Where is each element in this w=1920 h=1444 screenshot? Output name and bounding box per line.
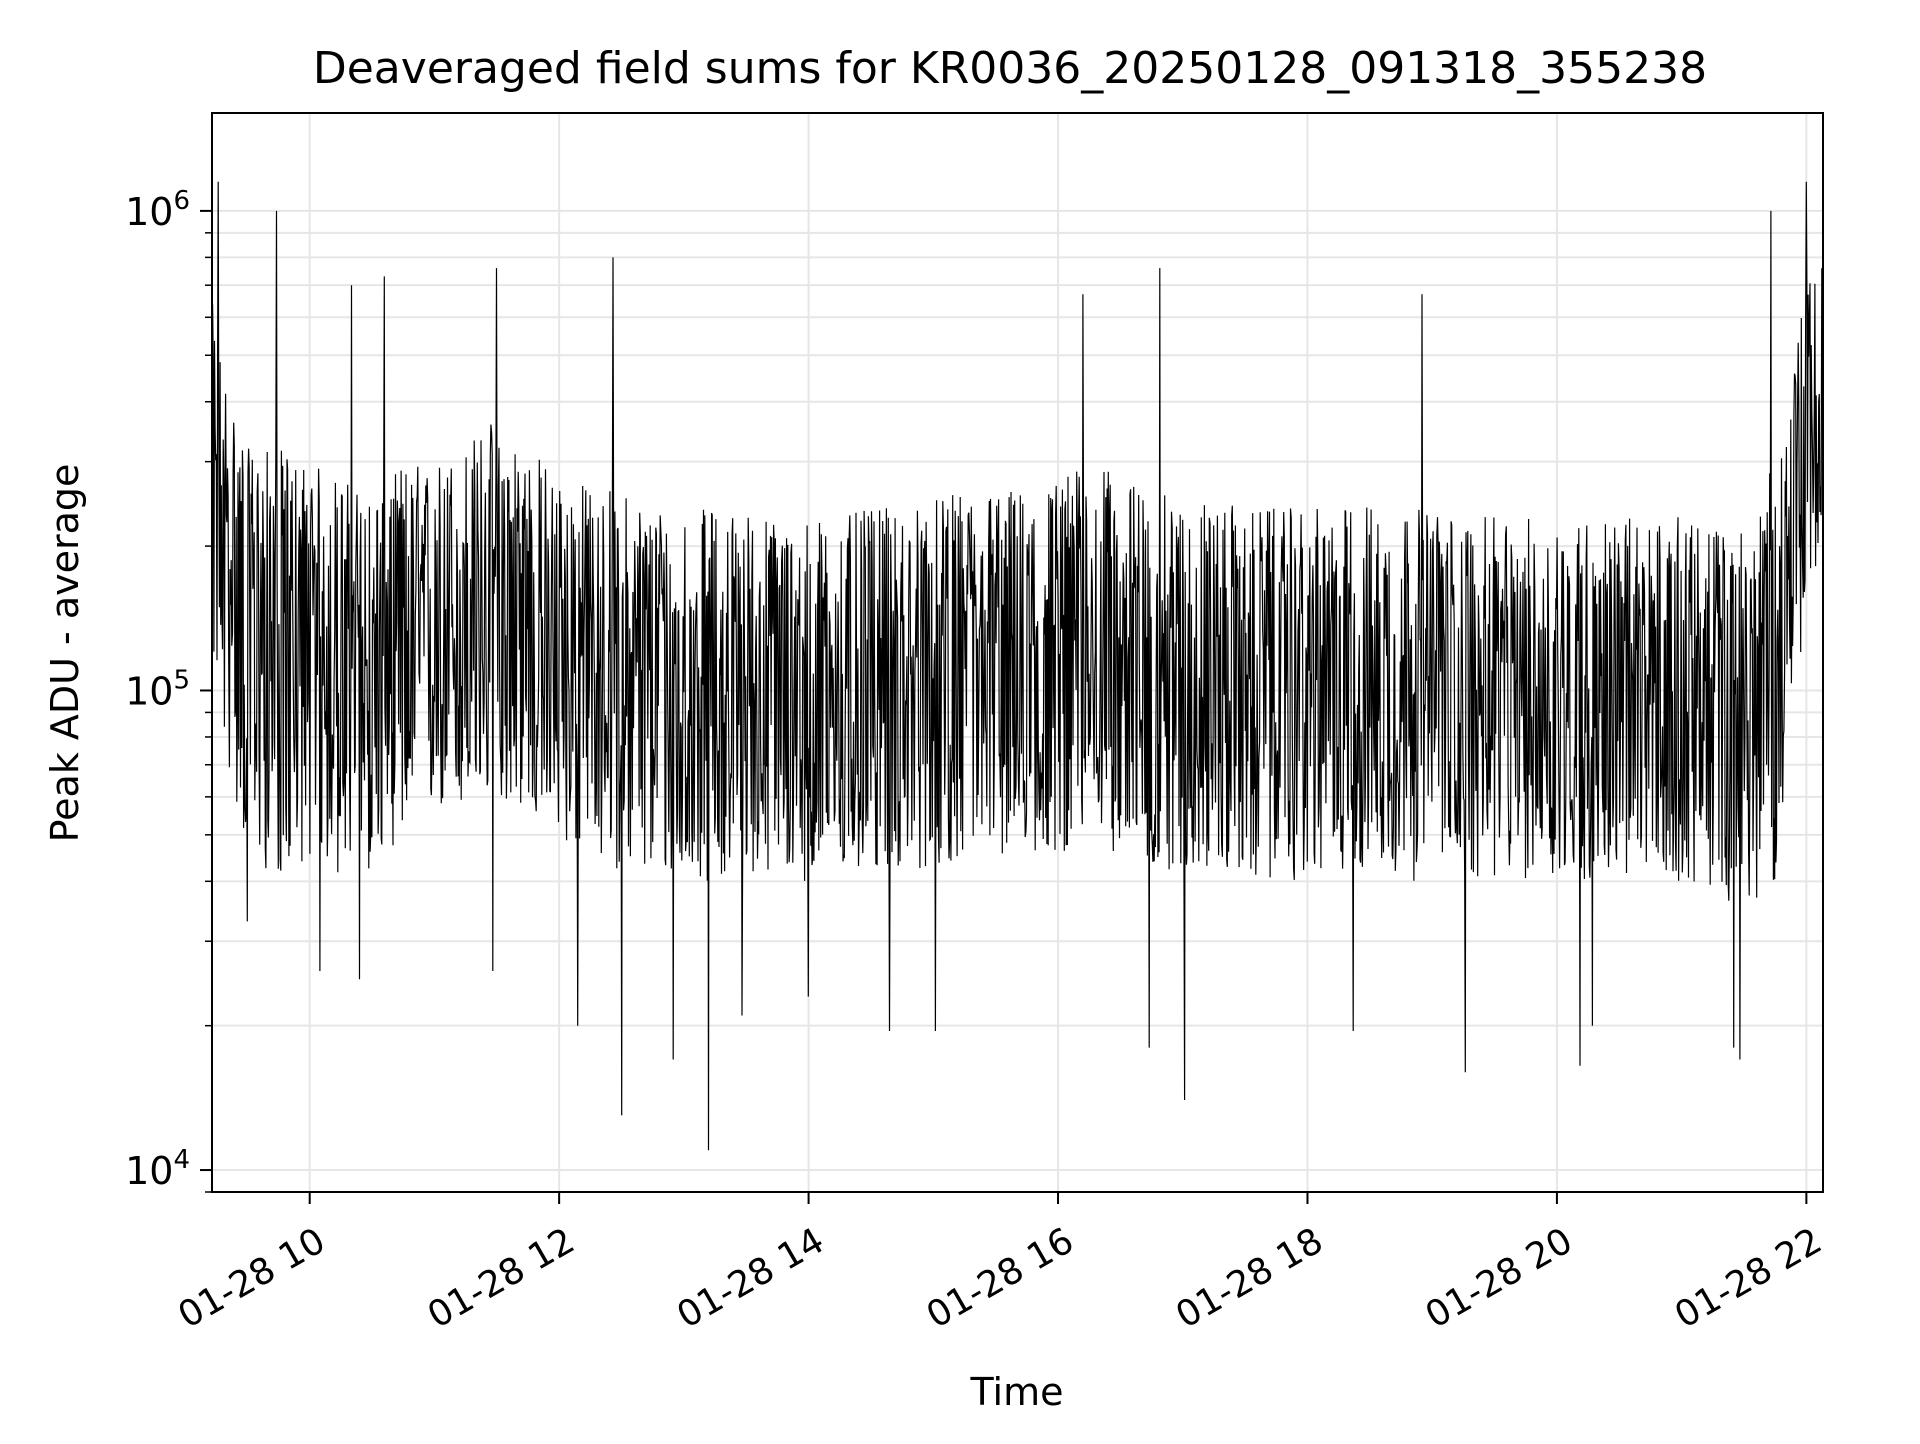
y-tick-exponent: 5 — [173, 665, 190, 695]
y-tick-exponent: 6 — [173, 186, 190, 216]
series-line — [212, 181, 1823, 1151]
y-tick-label: 105 — [125, 665, 190, 713]
y-tick-base: 10 — [125, 669, 173, 713]
plot-frame — [211, 112, 1824, 1193]
y-axis-label: Peak ADU - average — [43, 464, 87, 843]
y-tick-label: 104 — [125, 1145, 190, 1193]
chart-title: Deaveraged field sums for KR0036_2025012… — [313, 43, 1707, 94]
y-tick-base: 10 — [125, 1149, 173, 1193]
data-series — [212, 181, 1823, 1151]
x-axis-label: Time — [970, 1370, 1064, 1414]
y-tick-base: 10 — [125, 190, 173, 234]
y-tick-exponent: 4 — [173, 1145, 190, 1175]
grid — [212, 113, 1823, 1193]
y-tick-label: 106 — [125, 186, 190, 234]
